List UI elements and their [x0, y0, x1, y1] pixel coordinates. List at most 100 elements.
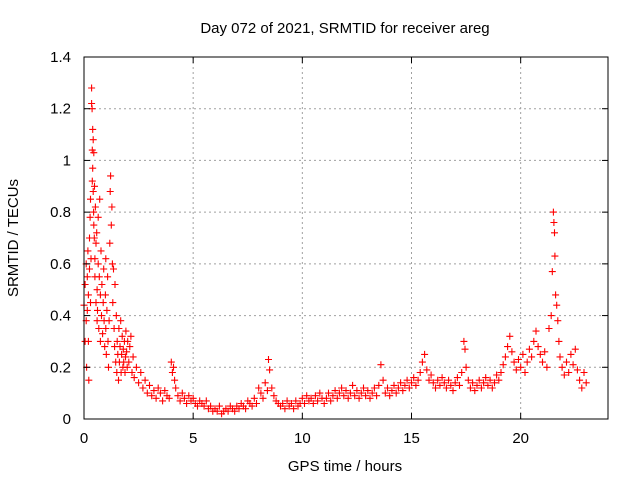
data-point	[83, 273, 91, 281]
data-point	[91, 255, 99, 263]
data-point	[137, 369, 145, 376]
data-point	[368, 389, 376, 397]
data-point	[331, 387, 339, 395]
data-point	[571, 345, 579, 353]
data-point	[172, 384, 180, 392]
data-point	[553, 301, 561, 309]
data-point	[106, 188, 114, 195]
data-point	[329, 392, 337, 400]
data-point	[421, 350, 429, 358]
data-point	[555, 337, 563, 345]
data-point	[447, 381, 455, 389]
data-point	[109, 299, 117, 307]
data-point	[495, 376, 503, 384]
data-point	[96, 337, 104, 345]
data-point	[508, 348, 516, 356]
data-point	[122, 353, 129, 361]
data-point	[231, 407, 239, 415]
data-point	[573, 366, 581, 374]
data-point	[388, 387, 396, 395]
data-point	[90, 221, 98, 229]
data-point	[488, 384, 496, 392]
data-point	[342, 387, 350, 395]
data-point	[207, 402, 215, 410]
data-point	[129, 353, 137, 361]
data-point	[456, 381, 463, 389]
data-point	[473, 381, 481, 389]
data-point	[314, 397, 322, 405]
data-point	[556, 353, 564, 361]
data-point	[102, 255, 110, 263]
data-point	[112, 312, 120, 320]
x-tick-label: 10	[294, 430, 311, 447]
data-point	[491, 379, 498, 387]
data-point	[536, 350, 544, 358]
data-point	[360, 384, 367, 392]
data-point	[436, 381, 444, 389]
data-point	[88, 177, 96, 185]
data-point	[506, 332, 514, 340]
data-point	[91, 182, 98, 190]
data-point	[432, 384, 439, 392]
data-point	[440, 379, 448, 387]
y-tick-label: 0.2	[50, 359, 71, 376]
data-point	[117, 317, 125, 325]
data-point	[412, 381, 420, 389]
data-point	[90, 149, 98, 157]
data-point	[338, 384, 346, 392]
data-point	[95, 325, 103, 332]
data-point	[394, 384, 402, 392]
data-point	[484, 381, 492, 389]
data-point	[115, 325, 123, 332]
data-point	[534, 343, 542, 351]
data-point	[554, 317, 562, 325]
data-point	[333, 394, 341, 402]
data-point	[578, 384, 586, 392]
data-point	[366, 394, 374, 402]
data-point	[92, 239, 100, 247]
data-point	[115, 376, 122, 384]
data-point	[521, 369, 529, 376]
data-point	[146, 381, 153, 389]
axis-ticks: 0 5 10 15 20 0 0.2 0.4 0.6 0.8 1 1.2 1.4	[50, 49, 608, 447]
data-point	[111, 281, 119, 288]
data-point	[461, 345, 469, 353]
data-point	[519, 350, 527, 358]
data-point	[253, 400, 260, 407]
data-point	[167, 358, 175, 366]
data-point	[152, 394, 160, 402]
data-point	[90, 234, 98, 242]
data-point	[105, 317, 113, 325]
data-point	[429, 379, 437, 387]
data-point	[547, 312, 555, 320]
data-point	[543, 363, 551, 371]
data-point	[96, 195, 104, 203]
data-point	[390, 381, 398, 389]
data-point	[281, 405, 289, 413]
data-point	[523, 358, 531, 366]
data-point	[99, 299, 107, 307]
data-point	[327, 397, 335, 405]
data-point	[418, 358, 426, 366]
data-point	[118, 332, 126, 340]
plot-frame	[83, 56, 609, 420]
data-point	[466, 384, 474, 392]
data-point	[88, 84, 96, 92]
data-point	[83, 306, 91, 314]
data-point	[261, 379, 269, 387]
data-points	[80, 84, 590, 418]
data-point	[99, 330, 107, 338]
data-point	[480, 379, 488, 387]
data-point	[270, 392, 278, 400]
data-point	[90, 208, 98, 216]
data-point	[301, 400, 308, 407]
x-tick-label: 0	[80, 430, 88, 447]
data-point	[81, 281, 89, 288]
data-point	[279, 400, 287, 407]
data-point	[86, 265, 93, 273]
data-point	[97, 247, 105, 255]
data-point	[292, 397, 300, 405]
data-point	[125, 358, 133, 366]
data-point	[94, 213, 102, 221]
data-point	[94, 260, 102, 268]
